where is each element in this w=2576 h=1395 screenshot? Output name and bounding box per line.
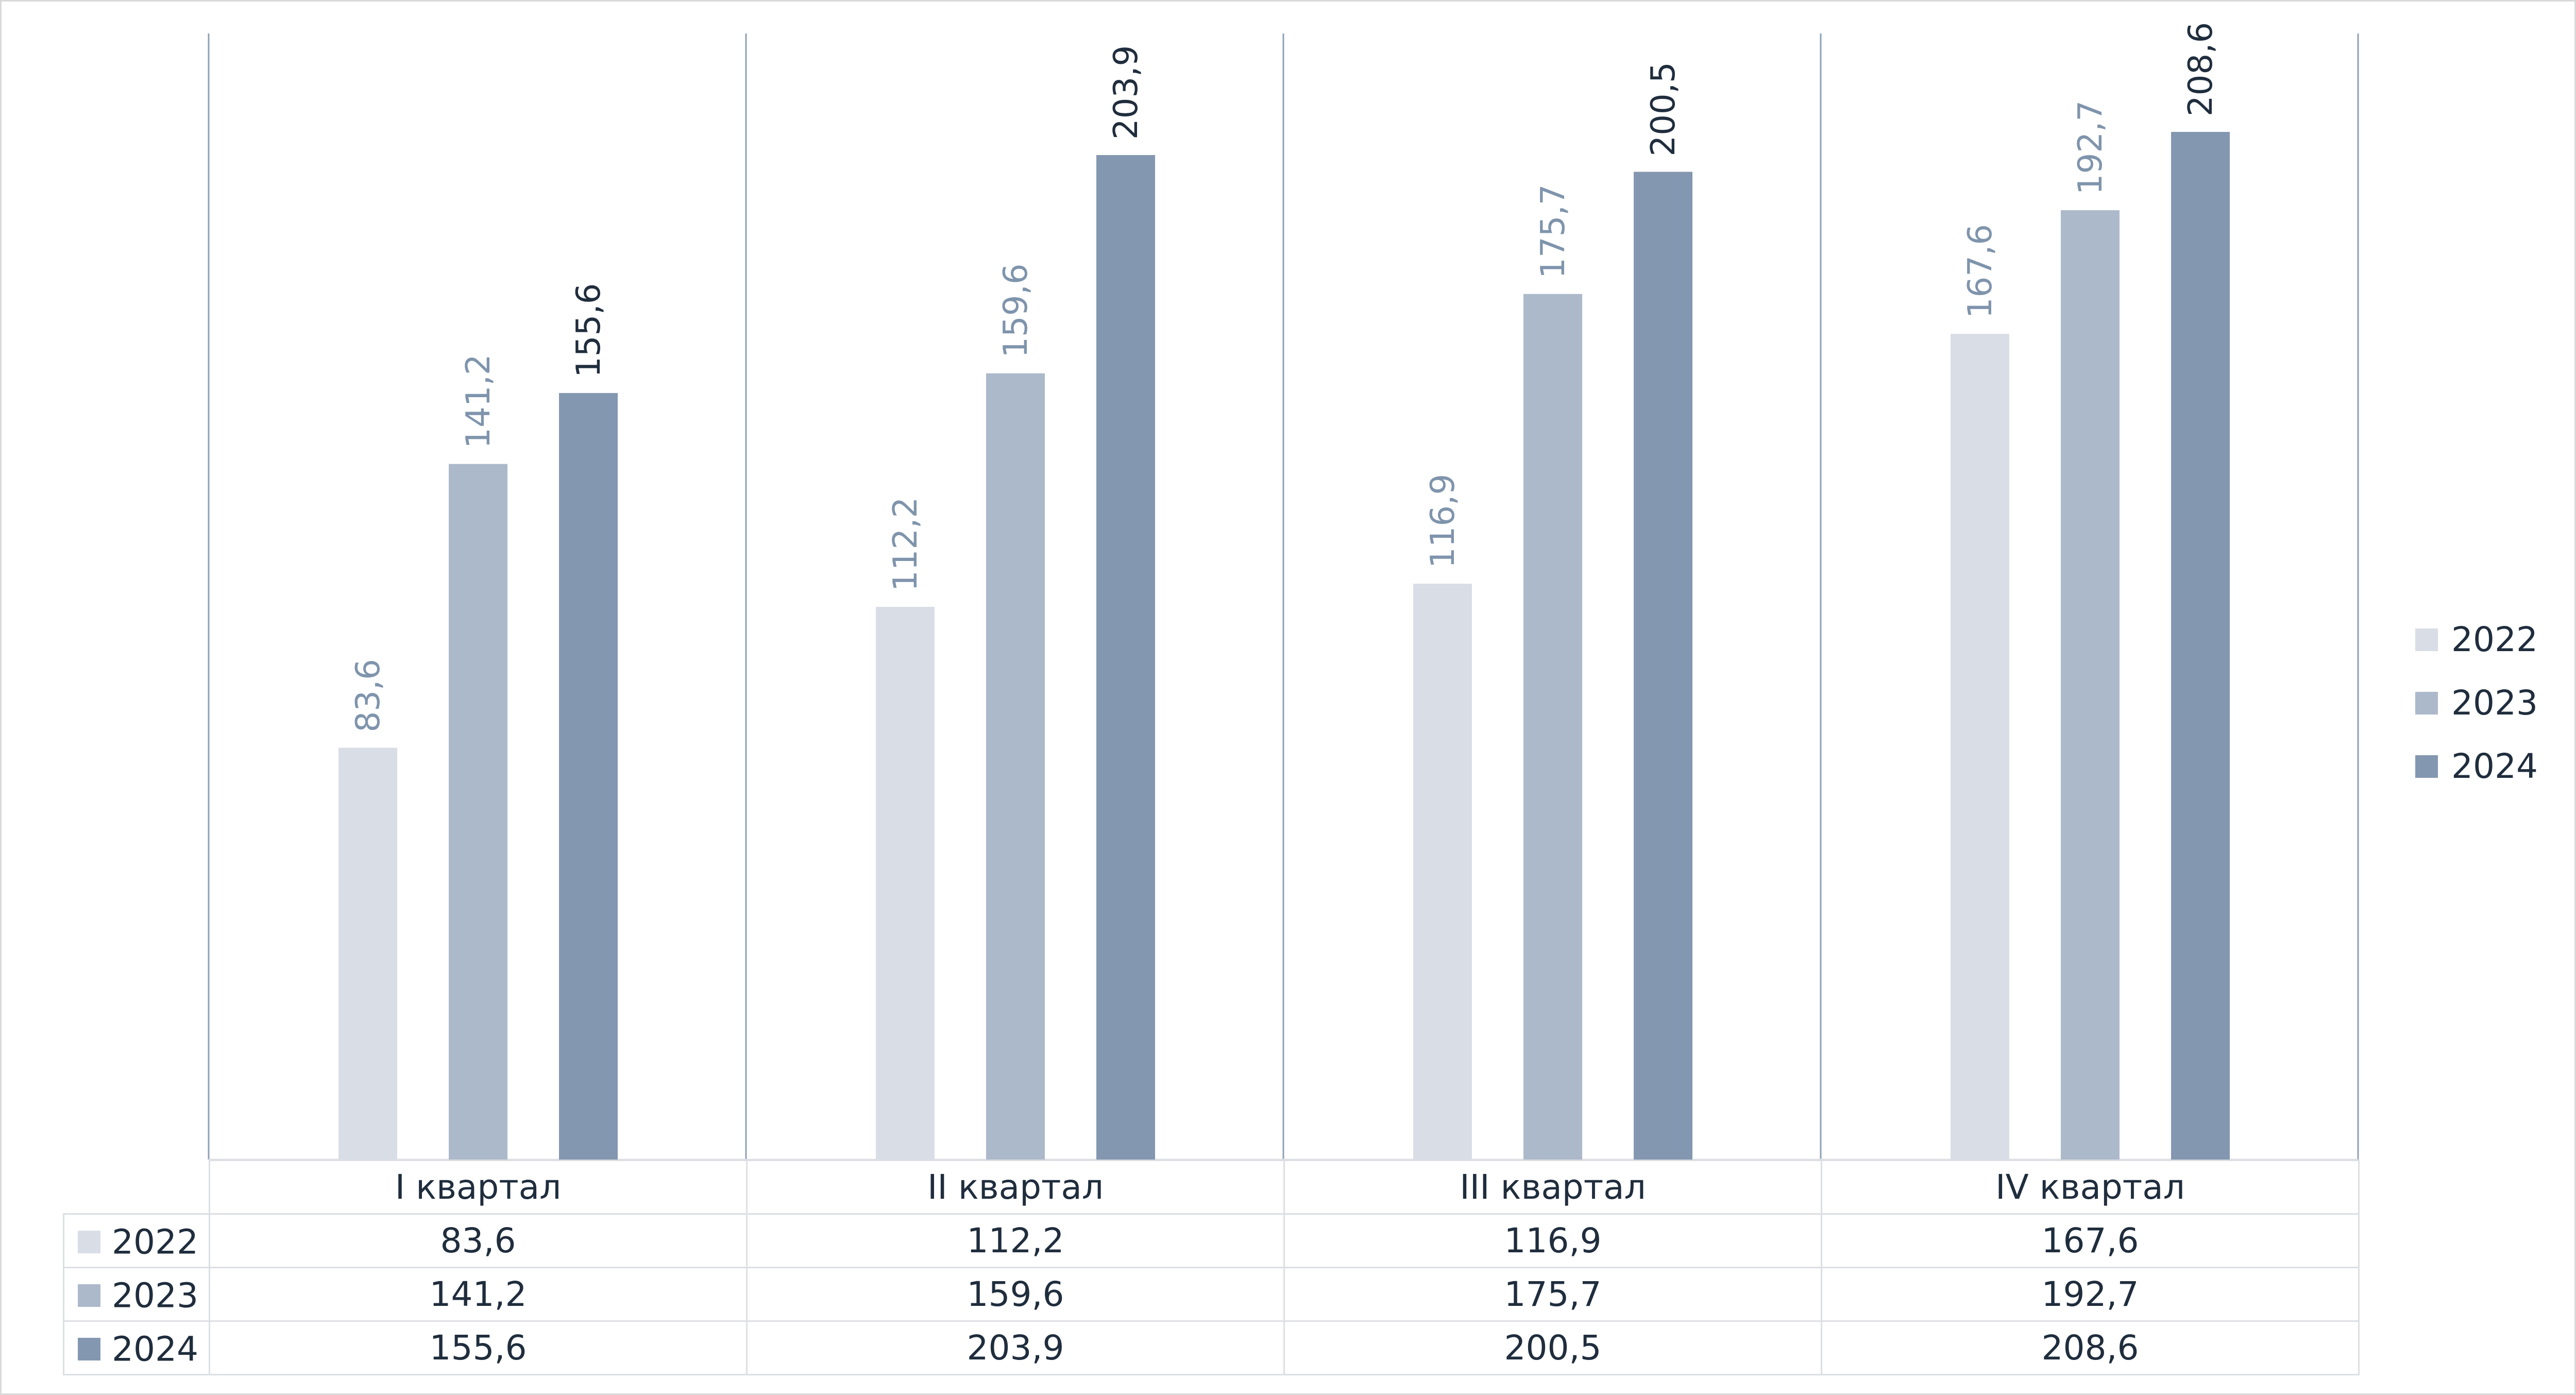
table-cell: 112,2	[746, 1213, 1285, 1268]
bar	[338, 747, 397, 1160]
legend: 2022 2023 2024	[2415, 608, 2538, 798]
data-label: 175,7	[1534, 184, 1572, 278]
data-label: 208,6	[2182, 22, 2220, 116]
table-row-header: 2023	[63, 1267, 210, 1322]
table-header-row: I квартал II квартал III квартал IV квар…	[63, 1160, 2360, 1215]
table-cell: 116,9	[1283, 1213, 1822, 1268]
category-label: II квартал	[746, 1160, 1285, 1215]
data-label: 155,6	[570, 283, 608, 378]
legend-swatch	[2415, 755, 2438, 778]
table-cell: 200,5	[1283, 1320, 1822, 1375]
data-label: 203,9	[1107, 45, 1145, 140]
row-label: 2024	[112, 1329, 198, 1369]
table-cell: 203,9	[746, 1320, 1285, 1375]
bar	[1634, 172, 1692, 1160]
table-row: 2022 83,6 112,2 116,9 167,6	[63, 1213, 2360, 1268]
data-label: 112,2	[887, 497, 925, 591]
legend-item-2024: 2024	[2415, 735, 2538, 798]
legend-label: 2022	[2451, 620, 2538, 659]
category-label: III квартал	[1283, 1160, 1822, 1215]
table-cell: 192,7	[1821, 1267, 2360, 1322]
data-label: 83,6	[349, 659, 387, 733]
table-cell: 167,6	[1821, 1213, 2360, 1268]
bar	[2171, 132, 2230, 1160]
table-cell: 175,7	[1283, 1267, 1822, 1322]
data-label: 141,2	[460, 354, 498, 448]
table-corner	[63, 1160, 210, 1215]
bar	[986, 373, 1045, 1160]
data-table: I квартал II квартал III квартал IV квар…	[63, 1160, 2360, 1375]
data-label: 200,5	[1645, 62, 1683, 156]
legend-swatch	[2415, 691, 2438, 714]
row-label: 2023	[112, 1275, 198, 1316]
category-label: I квартал	[209, 1160, 748, 1215]
bar	[876, 606, 935, 1160]
table-cell: 208,6	[1821, 1320, 2360, 1375]
bar	[1413, 584, 1472, 1160]
table-row: 2024 155,6 203,9 200,5 208,6	[63, 1320, 2360, 1375]
legend-label: 2023	[2451, 683, 2538, 723]
bar	[2061, 210, 2120, 1160]
legend-swatch	[2415, 628, 2438, 651]
legend-swatch	[78, 1230, 100, 1253]
legend-swatch	[78, 1337, 100, 1360]
bar	[559, 393, 618, 1160]
legend-item-2022: 2022	[2415, 608, 2538, 671]
table-cell: 155,6	[209, 1320, 748, 1375]
table-cell: 141,2	[209, 1267, 748, 1322]
bar	[1523, 294, 1582, 1160]
category-label: IV квартал	[1821, 1160, 2360, 1215]
legend-item-2023: 2023	[2415, 671, 2538, 735]
table-row-header: 2024	[63, 1320, 210, 1375]
data-label: 192,7	[2072, 100, 2110, 195]
row-label: 2022	[112, 1222, 198, 1262]
data-label: 116,9	[1424, 474, 1462, 568]
data-label: 167,6	[1961, 224, 1999, 318]
table-row: 2023 141,2 159,6 175,7 192,7	[63, 1267, 2360, 1322]
legend-swatch	[78, 1284, 100, 1307]
bar	[1096, 155, 1155, 1160]
table-row-header: 2022	[63, 1213, 210, 1268]
legend-label: 2024	[2451, 746, 2538, 786]
table-cell: 159,6	[746, 1267, 1285, 1322]
table-cell: 83,6	[209, 1213, 748, 1268]
data-label: 159,6	[997, 263, 1035, 358]
bar	[1951, 334, 2009, 1160]
bar	[449, 464, 507, 1160]
